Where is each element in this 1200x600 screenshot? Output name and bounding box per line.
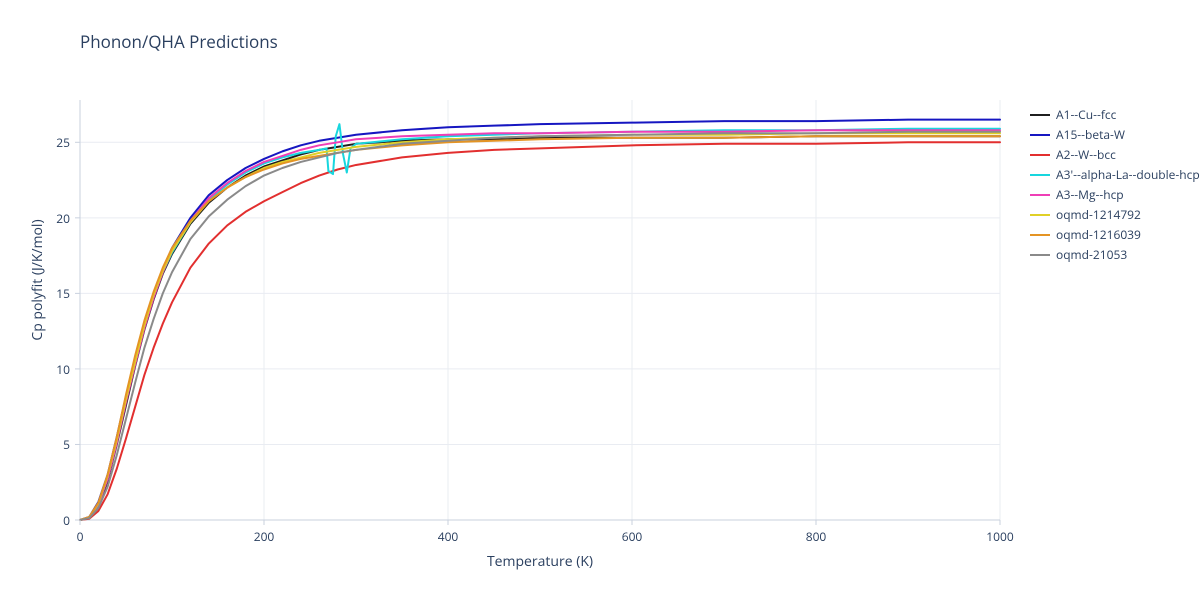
x-tick-label: 0 <box>65 528 95 545</box>
series-line[interactable] <box>80 120 1000 520</box>
y-tick-label: 15 <box>56 285 70 302</box>
legend-swatch <box>1030 134 1050 136</box>
legend-item[interactable]: oqmd-1214792 <box>1030 205 1200 225</box>
legend-item[interactable]: A3'--alpha-La--double-hcp <box>1030 165 1200 185</box>
series-line[interactable] <box>80 142 1000 520</box>
plot-svg <box>80 100 1000 520</box>
chart-container: Phonon/QHA Predictions Temperature (K) C… <box>0 0 1200 600</box>
series-line[interactable] <box>80 136 1000 520</box>
chart-title: Phonon/QHA Predictions <box>80 30 278 53</box>
legend-swatch <box>1030 234 1050 236</box>
legend-item[interactable]: A1--Cu--fcc <box>1030 105 1200 125</box>
x-axis-label: Temperature (K) <box>80 552 1000 571</box>
legend-item[interactable]: oqmd-1216039 <box>1030 225 1200 245</box>
x-tick-label: 800 <box>801 528 831 545</box>
legend-item[interactable]: A15--beta-W <box>1030 125 1200 145</box>
legend-label: A2--W--bcc <box>1056 149 1116 161</box>
legend-label: oqmd-1214792 <box>1056 209 1141 221</box>
legend-label: oqmd-21053 <box>1056 249 1127 261</box>
legend-label: A3'--alpha-La--double-hcp <box>1056 169 1200 181</box>
y-tick-label: 10 <box>56 361 70 378</box>
legend-item[interactable]: A2--W--bcc <box>1030 145 1200 165</box>
y-tick-label: 20 <box>56 210 70 227</box>
x-tick-label: 200 <box>249 528 279 545</box>
legend-label: oqmd-1216039 <box>1056 229 1141 241</box>
legend-swatch <box>1030 154 1050 156</box>
legend-item[interactable]: A3--Mg--hcp <box>1030 185 1200 205</box>
x-tick-label: 600 <box>617 528 647 545</box>
legend: A1--Cu--fcc A15--beta-W A2--W--bcc A3'--alp… <box>1030 105 1200 265</box>
series-line[interactable] <box>80 124 1000 520</box>
y-tick-label: 25 <box>56 134 70 151</box>
legend-label: A3--Mg--hcp <box>1056 189 1124 201</box>
x-tick-label: 1000 <box>985 528 1015 545</box>
plot-area <box>80 100 1000 520</box>
y-tick-label: 5 <box>63 436 70 453</box>
legend-label: A15--beta-W <box>1056 129 1125 141</box>
y-axis-label: Cp polyfit (J/K/mol) <box>28 180 47 380</box>
legend-swatch <box>1030 114 1050 116</box>
legend-swatch <box>1030 174 1050 176</box>
y-tick-label: 0 <box>63 512 70 529</box>
legend-swatch <box>1030 214 1050 216</box>
legend-swatch <box>1030 194 1050 196</box>
x-tick-label: 400 <box>433 528 463 545</box>
legend-swatch <box>1030 254 1050 256</box>
legend-label: A1--Cu--fcc <box>1056 109 1116 121</box>
legend-item[interactable]: oqmd-21053 <box>1030 245 1200 265</box>
